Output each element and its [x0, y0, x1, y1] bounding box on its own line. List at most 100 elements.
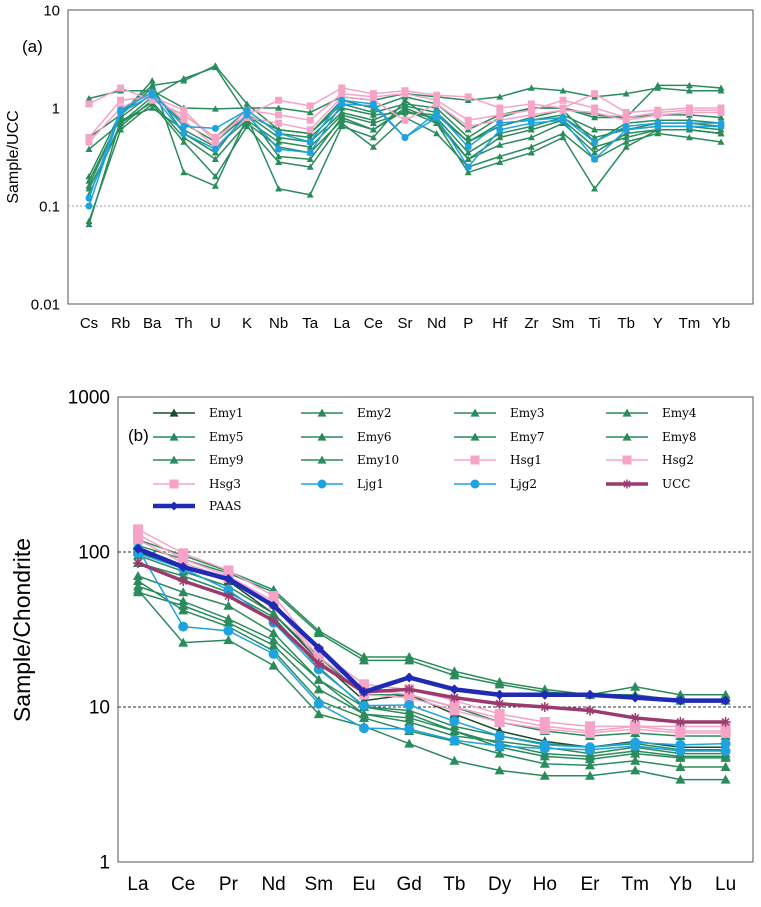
data-point — [559, 129, 567, 137]
legend-item-hsg3: Hsg3 — [153, 477, 241, 491]
data-point — [275, 158, 283, 165]
data-point — [591, 113, 599, 121]
data-point — [338, 96, 346, 104]
data-point — [148, 104, 156, 111]
data-point — [591, 149, 599, 156]
data-point — [133, 571, 143, 581]
x-tick-label: Ta — [302, 315, 319, 332]
data-point — [717, 119, 725, 127]
legend-marker — [169, 501, 179, 511]
data-point — [404, 700, 415, 711]
data-point — [591, 104, 599, 112]
data-point — [464, 149, 472, 156]
data-point — [585, 742, 595, 753]
x-tick-label: Yb — [669, 874, 692, 895]
data-point — [720, 746, 731, 757]
data-point — [527, 84, 535, 91]
x-tick-label: Cs — [80, 315, 98, 332]
data-point — [496, 119, 504, 127]
data-point — [85, 134, 93, 142]
data-point — [675, 762, 686, 772]
x-tick-label: Tb — [617, 315, 635, 332]
data-point — [464, 134, 472, 141]
legend-marker — [317, 479, 327, 489]
data-point — [180, 138, 188, 145]
x-tick-label: K — [242, 315, 252, 332]
data-point — [313, 709, 324, 719]
legend-item-ucc: UCC — [606, 477, 690, 491]
data-point — [591, 143, 599, 150]
x-tick-label: Sr — [398, 315, 413, 332]
legend-item-hsg1: Hsg1 — [454, 453, 542, 467]
data-point — [313, 698, 324, 709]
legend-label: Emy3 — [510, 406, 545, 420]
panel-b: (b) Sample/Chondrite 1 10 100 1000 La Ce Pr Nd… — [9, 388, 754, 895]
data-point — [527, 134, 535, 141]
x-tick-label: Nb — [269, 315, 288, 332]
legend-label: Emy6 — [357, 430, 392, 444]
series-emy4 — [133, 587, 731, 758]
data-point — [243, 100, 251, 107]
data-point — [404, 738, 415, 748]
series-line — [137, 580, 726, 768]
x-tick-label: La — [333, 315, 350, 332]
data-point — [223, 635, 234, 645]
legend-item-emy4: Emy4 — [606, 406, 697, 420]
series-line — [137, 589, 726, 781]
series-emy9 — [133, 571, 731, 761]
data-point — [180, 129, 188, 137]
data-point — [539, 702, 550, 712]
legend-item-paas: PAAS — [153, 499, 242, 513]
x-tick-label: Ce — [171, 874, 195, 895]
data-point — [117, 84, 125, 92]
data-point — [449, 755, 460, 765]
data-point — [223, 591, 234, 602]
x-tick-label: Rb — [111, 315, 130, 332]
data-point — [275, 185, 283, 192]
data-point — [494, 730, 505, 741]
data-point — [223, 600, 234, 610]
panel-b-plot-frame — [117, 396, 754, 863]
data-point — [449, 692, 460, 703]
data-point — [211, 124, 219, 132]
data-point — [178, 587, 189, 597]
data-point — [404, 655, 415, 665]
legend-marker — [622, 479, 632, 489]
legend-marker — [470, 455, 480, 465]
series-line — [137, 561, 726, 724]
data-point — [539, 689, 550, 700]
data-point — [433, 104, 441, 111]
panel-a-x-ticks: Cs Rb Ba Th U K Nb Ta La Ce Sr Nd P Hf Zr Sm Ti Tb Y Tm Yb — [80, 315, 730, 332]
data-point — [306, 138, 314, 146]
data-point — [717, 113, 725, 121]
legend-marker — [470, 408, 480, 417]
data-point — [527, 106, 535, 114]
data-point — [275, 145, 283, 153]
data-point — [178, 605, 189, 615]
data-point — [359, 712, 369, 722]
data-point — [559, 96, 567, 104]
data-point — [685, 87, 693, 94]
data-point — [401, 90, 409, 98]
data-point — [464, 122, 472, 130]
data-point — [591, 155, 599, 163]
x-tick-label: Sm — [552, 315, 575, 332]
data-point — [539, 770, 550, 780]
data-point — [85, 138, 93, 146]
legend-label: Emy1 — [209, 406, 244, 420]
data-point — [359, 686, 369, 697]
data-point — [496, 93, 504, 100]
data-point — [401, 134, 409, 142]
legend-label: Emy10 — [357, 453, 399, 467]
data-point — [178, 575, 189, 586]
data-point — [449, 705, 460, 716]
data-point — [148, 81, 156, 89]
data-point — [85, 100, 93, 108]
data-point — [630, 755, 641, 765]
x-tick-label: Tb — [443, 874, 465, 895]
legend-item-ljg2: Ljg2 — [454, 477, 537, 491]
data-point — [630, 724, 641, 735]
data-point — [630, 712, 641, 723]
data-point — [404, 724, 415, 735]
data-point — [675, 717, 686, 728]
